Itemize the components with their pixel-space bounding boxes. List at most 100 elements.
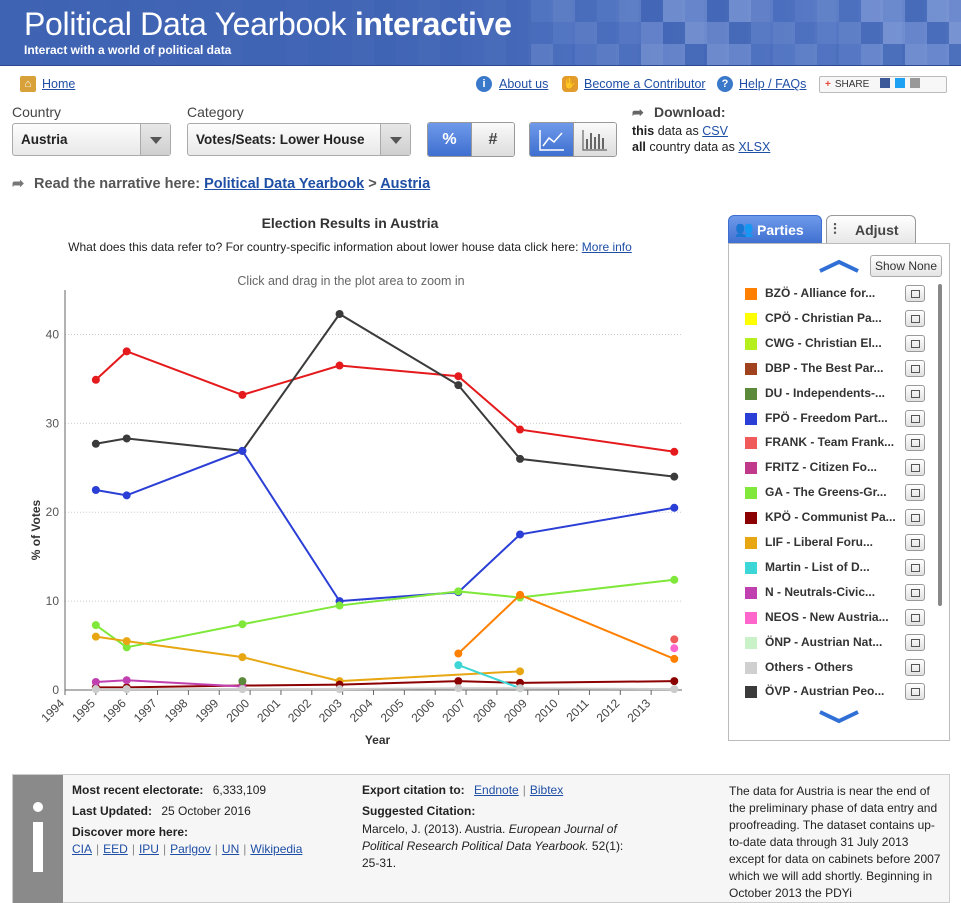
party-label[interactable]: KPÖ - Communist Pa... (765, 510, 896, 525)
electorate-label: Most recent electorate: (72, 783, 204, 797)
popout-icon[interactable] (905, 583, 925, 601)
electorate-value: 6,333,109 (212, 783, 267, 797)
party-list-item[interactable]: FRITZ - Citizen Fo... (745, 459, 927, 479)
un-link[interactable]: UN (221, 842, 240, 856)
data-point (91, 632, 100, 641)
party-list-item[interactable]: CPÖ - Christian Pa... (745, 309, 927, 330)
bibtex-link[interactable]: Bibtex (529, 783, 564, 797)
party-list-item[interactable]: ÖNP - Austrian Nat... (745, 633, 927, 654)
updated-label: Last Updated: (72, 804, 153, 818)
party-list-item[interactable]: LIF - Liberal Foru... (745, 534, 927, 554)
data-point (670, 447, 679, 456)
party-list-item[interactable]: N - Neutrals-Civic... (745, 583, 927, 604)
category-select[interactable]: Votes/Seats: Lower House (187, 123, 411, 156)
popout-icon[interactable] (905, 309, 925, 327)
party-list-item[interactable]: GA - The Greens-Gr... (745, 484, 927, 504)
header-banner: Political Data Yearbook interactive Inte… (0, 0, 961, 66)
party-label[interactable]: N - Neutrals-Civic... (765, 584, 876, 599)
info-icon: i (476, 76, 492, 92)
party-label[interactable]: DBP - The Best Par... (765, 360, 884, 375)
popout-icon[interactable] (905, 459, 925, 477)
austria-link[interactable]: Austria (380, 176, 431, 192)
data-point (122, 685, 131, 694)
yearbook-link[interactable]: Political Data Yearbook (204, 176, 365, 192)
tab-adjust[interactable]: ⫶ Adjust (826, 215, 916, 244)
eed-link[interactable]: EED (103, 842, 128, 856)
country-select[interactable]: Austria (12, 123, 171, 156)
popout-icon[interactable] (905, 384, 925, 402)
party-label[interactable]: BZÖ - Alliance for... (765, 286, 876, 300)
chart-type-toggle (529, 122, 617, 157)
party-label[interactable]: GA - The Greens-Gr... (765, 485, 887, 500)
parlgov-link[interactable]: Parlgov (170, 842, 211, 856)
party-label[interactable]: DU - Independents-... (765, 385, 885, 400)
popout-icon[interactable] (905, 534, 925, 551)
party-color-swatch (745, 586, 757, 599)
popout-icon[interactable] (905, 434, 925, 452)
category-label: Category (187, 104, 244, 120)
data-point (91, 678, 100, 686)
party-label[interactable]: FRITZ - Citizen Fo... (765, 460, 877, 475)
party-list-item[interactable]: KPÖ - Communist Pa... (745, 509, 927, 529)
help-link[interactable]: Help / FAQs (739, 77, 807, 91)
cia-link[interactable]: CIA (72, 842, 93, 856)
popout-icon[interactable] (905, 334, 925, 352)
party-label[interactable]: ÖNP - Austrian Nat... (765, 634, 883, 649)
scroll-up-chevron-icon[interactable] (817, 259, 861, 273)
party-label[interactable]: CPÖ - Christian Pa... (765, 310, 882, 325)
party-label[interactable]: Others - Others (765, 659, 854, 674)
country-label: Country (12, 104, 62, 120)
download-csv-link[interactable]: CSV (702, 124, 728, 138)
more-info-link[interactable]: More info (581, 240, 632, 254)
scroll-down-chevron-icon[interactable] (817, 710, 861, 724)
party-list-item[interactable]: Others - Others (745, 658, 927, 679)
endnote-link[interactable]: Endnote (474, 783, 519, 797)
party-list-item[interactable]: DU - Independents-... (745, 384, 927, 405)
ipu-link[interactable]: IPU (138, 842, 159, 856)
party-list-item[interactable]: NEOS - New Austria... (745, 608, 927, 629)
show-none-button[interactable]: Show None (870, 255, 942, 277)
party-list-item[interactable]: Martin - List of D... (745, 558, 927, 579)
bar-chart-button[interactable] (573, 123, 616, 156)
data-point (238, 653, 247, 662)
party-list-item[interactable]: FRANK - Team Frank... (745, 434, 927, 454)
share-button[interactable]: + SHARE (819, 76, 947, 93)
about-link[interactable]: About us (499, 77, 549, 91)
popout-icon[interactable] (905, 285, 925, 302)
download-xlsx-link[interactable]: XLSX (738, 140, 771, 154)
popout-icon[interactable] (905, 633, 925, 651)
party-label[interactable]: CWG - Christian El... (765, 335, 882, 350)
party-list-item[interactable]: FPÖ - Freedom Part... (745, 409, 927, 430)
party-list-item[interactable]: DBP - The Best Par... (745, 359, 927, 380)
popout-icon[interactable] (905, 683, 925, 701)
popout-icon[interactable] (905, 509, 925, 527)
data-point (670, 575, 679, 584)
popout-icon[interactable] (905, 658, 925, 676)
party-color-swatch (745, 337, 757, 350)
download-title-text: Download: (654, 104, 726, 120)
party-list-item[interactable]: BZÖ - Alliance for... (745, 285, 927, 305)
popout-icon[interactable] (905, 359, 925, 377)
tab-parties[interactable]: 👥 Parties (728, 215, 822, 244)
party-label[interactable]: ÖVP - Austrian Peo... (765, 684, 885, 699)
party-label[interactable]: NEOS - New Austria... (765, 609, 889, 624)
party-label[interactable]: LIF - Liberal Foru... (765, 535, 873, 549)
popout-icon[interactable] (905, 484, 925, 502)
x-tick-label: 1998 (162, 696, 191, 725)
party-scrollbar[interactable] (938, 284, 942, 606)
number-button[interactable]: # (471, 123, 514, 156)
party-list-item[interactable]: CWG - Christian El... (745, 334, 927, 355)
home-link[interactable]: Home (42, 77, 76, 91)
popout-icon[interactable] (905, 608, 925, 626)
line-chart-button[interactable] (530, 123, 573, 156)
contributor-link[interactable]: Become a Contributor (584, 77, 706, 91)
party-list-item[interactable]: ÖVP - Austrian Peo... (745, 683, 927, 703)
popout-icon[interactable] (905, 558, 925, 576)
percent-button[interactable]: % (428, 123, 471, 156)
popout-icon[interactable] (905, 409, 925, 427)
party-label[interactable]: FRANK - Team Frank... (765, 435, 895, 450)
wikipedia-link[interactable]: Wikipedia (250, 842, 303, 856)
party-label[interactable]: FPÖ - Freedom Part... (765, 410, 888, 425)
party-label[interactable]: Martin - List of D... (765, 559, 870, 574)
